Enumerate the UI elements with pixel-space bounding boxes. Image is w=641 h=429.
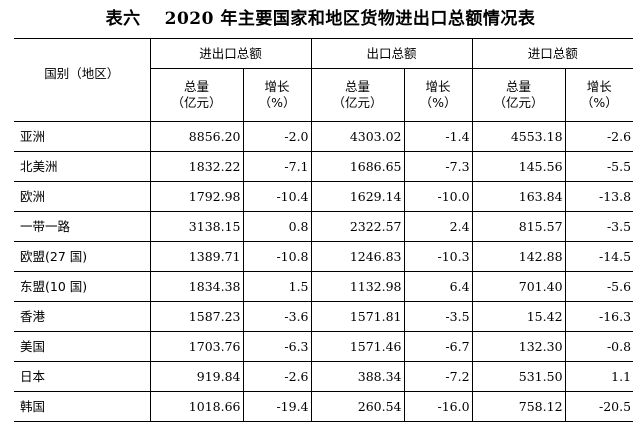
total-value-cell: 1832.22 — [150, 151, 244, 182]
total-growth-cell: -10.4 — [243, 181, 312, 212]
group-header-import: 进口总额 — [472, 38, 634, 69]
export-value-cell: 1246.83 — [311, 241, 405, 272]
total-growth-cell: -6.3 — [243, 331, 312, 362]
export-value-cell: 1686.65 — [311, 151, 405, 182]
total-value-cell: 1703.76 — [150, 331, 244, 362]
table-row: 一带一路 3138.15 0.8 2322.57 2.4 815.57 -3.5 — [14, 211, 634, 242]
import-value-cell: 132.30 — [472, 331, 566, 362]
table-row: 欧盟(27 国) 1389.71 -10.8 1246.83 -10.3 142.88 -1… — [14, 241, 634, 272]
table-header: 国别（地区） 进出口总额 出口总额 进口总额 总量 （亿元） 增长 （%） 总量 （亿… — [14, 38, 634, 122]
table-row: 韩国 1018.66 -19.4 260.54 -16.0 758.12 -20.5 — [14, 391, 634, 422]
import-growth-cell: -0.8 — [565, 331, 634, 362]
total-value-cell: 1018.66 — [150, 391, 244, 422]
region-column-header: 国别（地区） — [14, 38, 151, 122]
total-value-cell: 3138.15 — [150, 211, 244, 242]
export-value-cell: 1571.46 — [311, 331, 405, 362]
import-growth-cell: -5.5 — [565, 151, 634, 182]
import-growth-cell: -3.5 — [565, 211, 634, 242]
table-row: 香港 1587.23 -3.6 1571.81 -3.5 15.42 -16.3 — [14, 301, 634, 332]
export-growth-cell: -10.3 — [404, 241, 473, 272]
export-growth-cell: -10.0 — [404, 181, 473, 212]
export-value-cell: 388.34 — [311, 361, 405, 392]
import-growth-cell: -14.5 — [565, 241, 634, 272]
export-growth-cell: -16.0 — [404, 391, 473, 422]
total-growth-cell: 0.8 — [243, 211, 312, 242]
import-value-cell: 758.12 — [472, 391, 566, 422]
table-number: 表六 — [105, 9, 141, 29]
table-row: 东盟(10 国) 1834.38 1.5 1132.98 6.4 701.40 -5.6 — [14, 271, 634, 302]
region-name: 美国 — [14, 331, 151, 362]
region-name: 北美洲 — [14, 151, 151, 182]
total-value-cell: 1834.38 — [150, 271, 244, 302]
region-name: 日本 — [14, 361, 151, 392]
region-name: 亚洲 — [14, 121, 151, 152]
table-body: 亚洲 8856.20 -2.0 4303.02 -1.4 4553.18 -2.6 北美洲 18… — [14, 121, 634, 422]
import-value-cell: 4553.18 — [472, 121, 566, 152]
import-growth-header: 增长 （%） — [565, 68, 634, 122]
import-value-cell: 15.42 — [472, 301, 566, 332]
import-growth-cell: -16.3 — [565, 301, 634, 332]
export-growth-cell: 2.4 — [404, 211, 473, 242]
export-growth-cell: -7.3 — [404, 151, 473, 182]
total-value-cell: 919.84 — [150, 361, 244, 392]
export-value-cell: 4303.02 — [311, 121, 405, 152]
total-growth-cell: -10.8 — [243, 241, 312, 272]
total-growth-cell: -2.6 — [243, 361, 312, 392]
region-name: 欧盟(27 国) — [14, 241, 151, 272]
total-value-cell: 1792.98 — [150, 181, 244, 212]
total-value-cell: 8856.20 — [150, 121, 244, 152]
region-name: 香港 — [14, 301, 151, 332]
total-growth-header: 增长 （%） — [243, 68, 312, 122]
table-row: 北美洲 1832.22 -7.1 1686.65 -7.3 145.56 -5.5 — [14, 151, 634, 182]
import-growth-cell: -13.8 — [565, 181, 634, 212]
export-value-cell: 260.54 — [311, 391, 405, 422]
table-row: 欧洲 1792.98 -10.4 1629.14 -10.0 163.84 -13.8 — [14, 181, 634, 212]
import-growth-cell: -5.6 — [565, 271, 634, 302]
import-value-cell: 145.56 — [472, 151, 566, 182]
export-value-cell: 1629.14 — [311, 181, 405, 212]
export-value-cell: 1571.81 — [311, 301, 405, 332]
table-title-text: 2020 年主要国家和地区货物进出口总额情况表 — [164, 9, 536, 29]
total-value-header: 总量 （亿元） — [150, 68, 244, 122]
export-growth-cell: -7.2 — [404, 361, 473, 392]
group-header-export: 出口总额 — [311, 38, 473, 69]
total-growth-cell: -3.6 — [243, 301, 312, 332]
export-value-cell: 1132.98 — [311, 271, 405, 302]
total-growth-cell: -2.0 — [243, 121, 312, 152]
table-row: 日本 919.84 -2.6 388.34 -7.2 531.50 1.1 — [14, 361, 634, 392]
total-value-cell: 1587.23 — [150, 301, 244, 332]
region-name: 欧洲 — [14, 181, 151, 212]
import-growth-cell: -20.5 — [565, 391, 634, 422]
import-growth-cell: 1.1 — [565, 361, 634, 392]
import-value-cell: 142.88 — [472, 241, 566, 272]
total-growth-cell: 1.5 — [243, 271, 312, 302]
import-value-header: 总量 （亿元） — [472, 68, 566, 122]
total-value-cell: 1389.71 — [150, 241, 244, 272]
group-header-total: 进出口总额 — [150, 38, 312, 69]
table-row: 美国 1703.76 -6.3 1571.46 -6.7 132.30 -0.8 — [14, 331, 634, 362]
export-growth-cell: -1.4 — [404, 121, 473, 152]
region-name: 东盟(10 国) — [14, 271, 151, 302]
export-growth-cell: -3.5 — [404, 301, 473, 332]
export-value-header: 总量 （亿元） — [311, 68, 405, 122]
import-growth-cell: -2.6 — [565, 121, 634, 152]
import-value-cell: 163.84 — [472, 181, 566, 212]
total-growth-cell: -19.4 — [243, 391, 312, 422]
export-growth-cell: 6.4 — [404, 271, 473, 302]
total-growth-cell: -7.1 — [243, 151, 312, 182]
export-value-cell: 2322.57 — [311, 211, 405, 242]
import-value-cell: 531.50 — [472, 361, 566, 392]
export-growth-header: 增长 （%） — [404, 68, 473, 122]
export-growth-cell: -6.7 — [404, 331, 473, 362]
import-value-cell: 701.40 — [472, 271, 566, 302]
region-name: 一带一路 — [14, 211, 151, 242]
table-row: 亚洲 8856.20 -2.0 4303.02 -1.4 4553.18 -2.6 — [14, 121, 634, 152]
trade-table: 国别（地区） 进出口总额 出口总额 进口总额 总量 （亿元） 增长 （%） 总量 （亿… — [14, 38, 634, 422]
region-name: 韩国 — [14, 391, 151, 422]
import-value-cell: 815.57 — [472, 211, 566, 242]
table-title: 表六 2020 年主要国家和地区货物进出口总额情况表 — [0, 4, 641, 29]
